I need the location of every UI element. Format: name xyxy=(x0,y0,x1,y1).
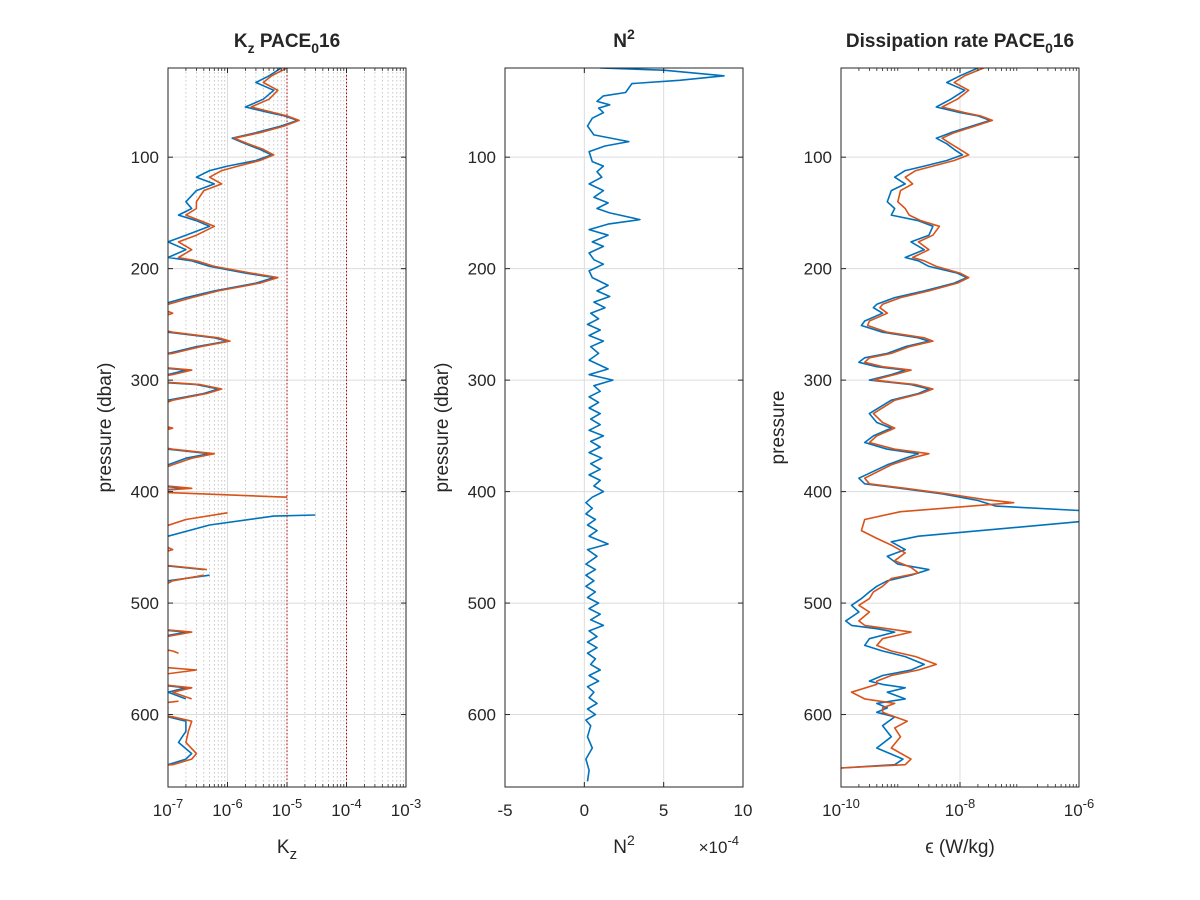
x-tick-label: 10-6 xyxy=(1064,796,1094,820)
series-line-1 xyxy=(841,68,1079,769)
y-tick-label: 100 xyxy=(468,148,496,167)
y-tick-label: 100 xyxy=(804,148,832,167)
title-main: K xyxy=(234,31,248,52)
y-axis-label: pressure xyxy=(768,391,789,465)
x-tick-label: 10-6 xyxy=(212,796,242,820)
x-tick-label: 10-8 xyxy=(945,796,975,820)
title-end: 16 xyxy=(319,31,340,52)
x-tick-exponent: -8 xyxy=(964,796,976,811)
x-tick-label: 10-4 xyxy=(331,796,361,820)
y-axis-label: pressure (dbar) xyxy=(95,363,116,493)
y-tick-label: 200 xyxy=(468,260,496,279)
x-tick-label: 5 xyxy=(659,801,668,820)
title-main: Dissipation rate PACE xyxy=(846,31,1045,52)
x-tick-mantissa: 10 xyxy=(1064,801,1083,820)
x-tick-mantissa: 10 xyxy=(391,801,410,820)
x-label-subscript: z xyxy=(290,846,298,863)
grid xyxy=(505,68,743,787)
multiplier-base: ×10 xyxy=(699,838,728,857)
y-tick-label: 500 xyxy=(131,594,159,613)
y-tick-label: 400 xyxy=(131,483,159,502)
x-axis-label: ϵ (W/kg) xyxy=(925,837,995,858)
x-label-main: ϵ (W/kg) xyxy=(925,837,995,858)
multiplier-exponent: -4 xyxy=(727,833,739,848)
y-tick-label: 300 xyxy=(131,371,159,390)
title-superscript: 2 xyxy=(627,26,635,42)
x-axis-label: Kz xyxy=(277,837,297,863)
x-tick-mantissa: 10 xyxy=(272,801,291,820)
x-tick-exponent: -4 xyxy=(350,796,362,811)
x-axis-multiplier: ×10-4 xyxy=(699,833,739,857)
title-end: 16 xyxy=(1053,31,1074,52)
grid xyxy=(168,68,406,787)
x-tick-label: -5 xyxy=(497,801,512,820)
x-tick-mantissa: 10 xyxy=(822,801,841,820)
chart-title: N2 xyxy=(613,26,635,52)
x-tick-exponent: -6 xyxy=(1083,796,1095,811)
y-tick-label: 600 xyxy=(468,706,496,725)
x-axis-label: N2 xyxy=(613,832,635,858)
series-group xyxy=(841,68,1079,769)
series-group xyxy=(585,68,725,782)
series-group xyxy=(168,68,316,766)
y-tick-label: 400 xyxy=(468,483,496,502)
y-tick-label: 500 xyxy=(804,594,832,613)
y-tick-label: 600 xyxy=(804,706,832,725)
y-tick-label: 200 xyxy=(804,260,832,279)
title-subscript: 0 xyxy=(1045,40,1053,56)
y-tick-label: 300 xyxy=(468,371,496,390)
x-tick-exponent: -10 xyxy=(841,796,860,811)
x-tick-label: 10-10 xyxy=(822,796,860,820)
title-subscript: 0 xyxy=(311,40,319,56)
x-tick-label: 10-7 xyxy=(153,796,183,820)
series-line-1 xyxy=(585,68,725,782)
x-tick-exponent: -7 xyxy=(172,796,184,811)
x-label-superscript: 2 xyxy=(627,832,635,848)
chart-title: Dissipation rate PACE016 xyxy=(846,31,1074,56)
x-tick-mantissa: 10 xyxy=(153,801,172,820)
series-line-2 xyxy=(168,68,300,766)
y-axis-label: pressure (dbar) xyxy=(432,363,453,493)
x-tick-label: 10 xyxy=(734,801,753,820)
chart-title: Kz PACE016 xyxy=(234,31,340,56)
x-tick-exponent: -3 xyxy=(410,796,422,811)
x-tick-mantissa: 10 xyxy=(212,801,231,820)
title-subscript: z xyxy=(248,40,255,56)
axes-box xyxy=(504,67,744,788)
x-tick-label: 0 xyxy=(580,801,589,820)
title-main: N xyxy=(613,31,627,52)
y-tick-label: 600 xyxy=(131,706,159,725)
x-tick-mantissa: 10 xyxy=(331,801,350,820)
series-line-2 xyxy=(841,68,1015,769)
y-tick-label: 200 xyxy=(131,260,159,279)
x-label-main: K xyxy=(277,837,290,858)
x-tick-exponent: -6 xyxy=(231,796,243,811)
x-tick-mantissa: 10 xyxy=(945,801,964,820)
y-tick-label: 100 xyxy=(131,148,159,167)
x-tick-label: 10-3 xyxy=(391,796,421,820)
x-label-main: N xyxy=(613,837,627,858)
x-tick-label: 10-5 xyxy=(272,796,302,820)
plot-area xyxy=(505,68,743,787)
y-tick-label: 400 xyxy=(804,483,832,502)
x-tick-exponent: -5 xyxy=(291,796,303,811)
title-rest: PACE xyxy=(255,31,312,52)
y-tick-label: 500 xyxy=(468,594,496,613)
y-tick-label: 300 xyxy=(804,371,832,390)
